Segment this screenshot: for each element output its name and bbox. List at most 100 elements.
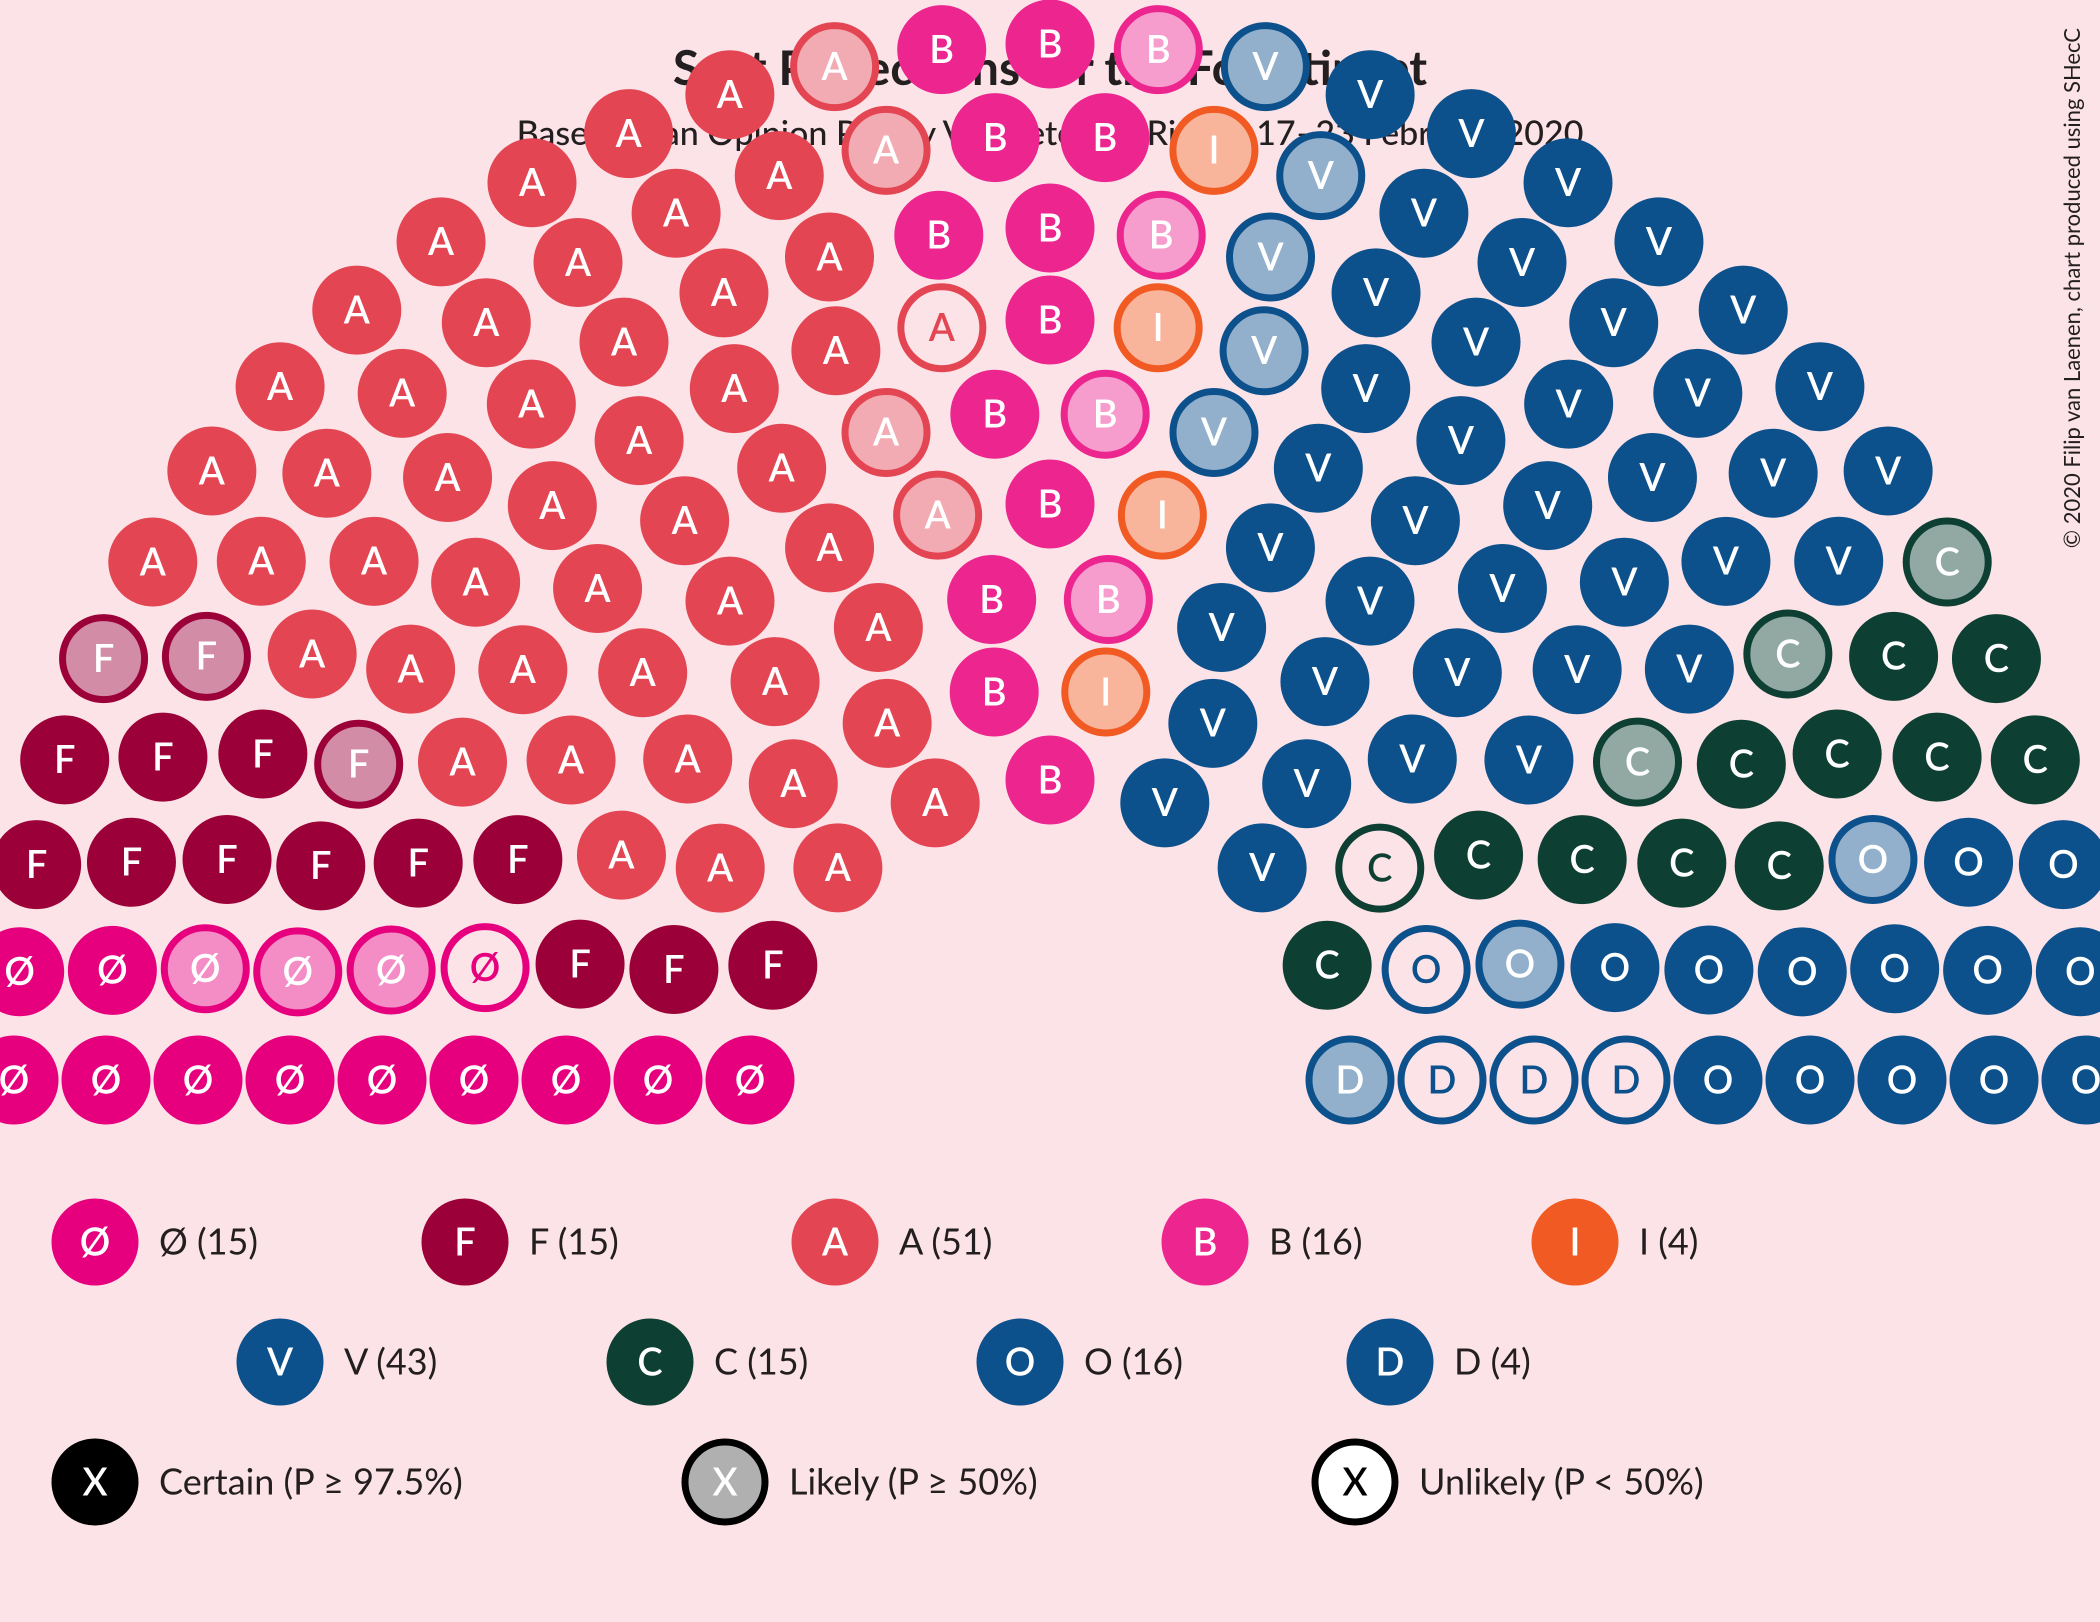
seat: O bbox=[1385, 929, 1467, 1011]
seat-letter: B bbox=[1038, 296, 1063, 342]
seat-letter: A bbox=[921, 779, 949, 825]
confidence-label: Likely (P ≥ 50%) bbox=[789, 1459, 1038, 1503]
seat-letter: A bbox=[765, 152, 793, 198]
legend-label: A (51) bbox=[899, 1219, 992, 1263]
seat-letter: V bbox=[1457, 110, 1485, 156]
seat-letter: B bbox=[926, 212, 951, 258]
seat: A bbox=[635, 172, 717, 254]
seat: A bbox=[333, 520, 415, 602]
seat: Ø bbox=[65, 1039, 147, 1121]
copyright-text: © 2020 Filip van Laenen, chart produced … bbox=[2058, 28, 2085, 549]
seat-letter: F bbox=[121, 839, 143, 885]
seat-letter: A bbox=[557, 736, 585, 782]
seat: V bbox=[1329, 54, 1411, 136]
seat-letter: V bbox=[1600, 299, 1628, 345]
seat-letter: O bbox=[1411, 946, 1442, 992]
seat: O bbox=[1479, 923, 1561, 1005]
seat: V bbox=[1583, 541, 1665, 623]
seat-letter: A bbox=[824, 844, 852, 890]
seat: F bbox=[122, 716, 204, 798]
legend-swatch-letter: V bbox=[266, 1338, 294, 1384]
seat: V bbox=[1284, 641, 1366, 723]
seat: O bbox=[1854, 928, 1936, 1010]
seat-letter: V bbox=[1199, 700, 1227, 746]
seat-letter: A bbox=[388, 370, 416, 416]
legend-swatch-letter: I bbox=[1570, 1218, 1581, 1264]
seat-letter: C bbox=[1881, 633, 1906, 679]
seat-letter: V bbox=[1645, 218, 1673, 264]
seat-letter: V bbox=[1675, 645, 1703, 691]
seat-letter: A bbox=[298, 630, 326, 676]
seat: V bbox=[1416, 632, 1498, 714]
seat: A bbox=[583, 301, 665, 383]
confidence-label: Unlikely (P < 50%) bbox=[1419, 1459, 1704, 1503]
seat-letter: Ø bbox=[183, 1056, 214, 1102]
legend-label: O (16) bbox=[1084, 1339, 1183, 1383]
seat-letter: O bbox=[2065, 948, 2096, 994]
seat: O bbox=[2045, 1039, 2100, 1121]
seat-letter: O bbox=[1694, 946, 1725, 992]
seat-letter: B bbox=[982, 391, 1007, 437]
seat: V bbox=[1124, 762, 1206, 844]
seat-letter: O bbox=[2071, 1056, 2100, 1102]
seat: F bbox=[377, 822, 459, 904]
seat-letter: V bbox=[1610, 559, 1638, 605]
seat: A bbox=[794, 26, 876, 108]
seat: V bbox=[1611, 437, 1693, 519]
seat-letter: V bbox=[1462, 318, 1490, 364]
seat-letter: O bbox=[1887, 1056, 1918, 1102]
seat-letter: C bbox=[1729, 741, 1754, 787]
seat-letter: B bbox=[983, 114, 1008, 160]
seat: A bbox=[530, 719, 612, 801]
seat: O bbox=[2022, 824, 2100, 906]
seat: I bbox=[1121, 474, 1203, 556]
seat-letter: O bbox=[1972, 947, 2003, 993]
seat: B bbox=[901, 9, 983, 91]
seat: Ø bbox=[350, 929, 432, 1011]
seat-letter: V bbox=[1256, 233, 1284, 279]
seat: V bbox=[1488, 719, 1570, 801]
seat-letter: V bbox=[1806, 363, 1834, 409]
seat-letter: C bbox=[1984, 635, 2009, 681]
seat: D bbox=[1493, 1039, 1575, 1121]
seat: A bbox=[220, 520, 302, 602]
seat: Ø bbox=[341, 1039, 423, 1121]
seat: A bbox=[511, 465, 593, 547]
seat-letter: A bbox=[662, 190, 690, 236]
seat: I bbox=[1173, 109, 1255, 191]
seat-letter: O bbox=[1879, 945, 1910, 991]
legend-swatch-letter: D bbox=[1376, 1338, 1405, 1384]
seat-letter: C bbox=[1935, 538, 1960, 584]
seat-letter: O bbox=[2048, 841, 2079, 887]
seat: O bbox=[1677, 1039, 1759, 1121]
seat-letter: B bbox=[1092, 114, 1117, 160]
seat: F bbox=[90, 821, 172, 903]
seat-letter: V bbox=[1356, 71, 1384, 117]
seat: A bbox=[482, 629, 564, 711]
seat-letter: D bbox=[1612, 1056, 1641, 1102]
seat-letter: V bbox=[1293, 760, 1321, 806]
seat-letter: Ø bbox=[643, 1056, 674, 1102]
seat: B bbox=[1009, 279, 1091, 361]
seat: A bbox=[689, 560, 771, 642]
seat: F bbox=[477, 819, 559, 901]
legend-swatch-letter: O bbox=[1005, 1338, 1036, 1384]
legend-swatch-letter: F bbox=[454, 1218, 476, 1264]
seat: V bbox=[1798, 520, 1880, 602]
seat: A bbox=[491, 142, 573, 224]
seat-letter: V bbox=[1304, 445, 1332, 491]
seat: O bbox=[1574, 927, 1656, 1009]
seat: A bbox=[171, 430, 253, 512]
seat: Ø bbox=[164, 928, 246, 1010]
seat: V bbox=[1657, 352, 1739, 434]
seat-letter: A bbox=[768, 445, 796, 491]
seat-letter: C bbox=[1570, 836, 1595, 882]
seat: A bbox=[537, 221, 619, 303]
seat-letter: V bbox=[1638, 454, 1666, 500]
seat: D bbox=[1585, 1039, 1667, 1121]
seat: V bbox=[1172, 682, 1254, 764]
seat: F bbox=[318, 723, 400, 805]
seat-letter: C bbox=[1825, 730, 1850, 776]
seat: B bbox=[1009, 463, 1091, 545]
seat-letter: C bbox=[1924, 733, 1949, 779]
